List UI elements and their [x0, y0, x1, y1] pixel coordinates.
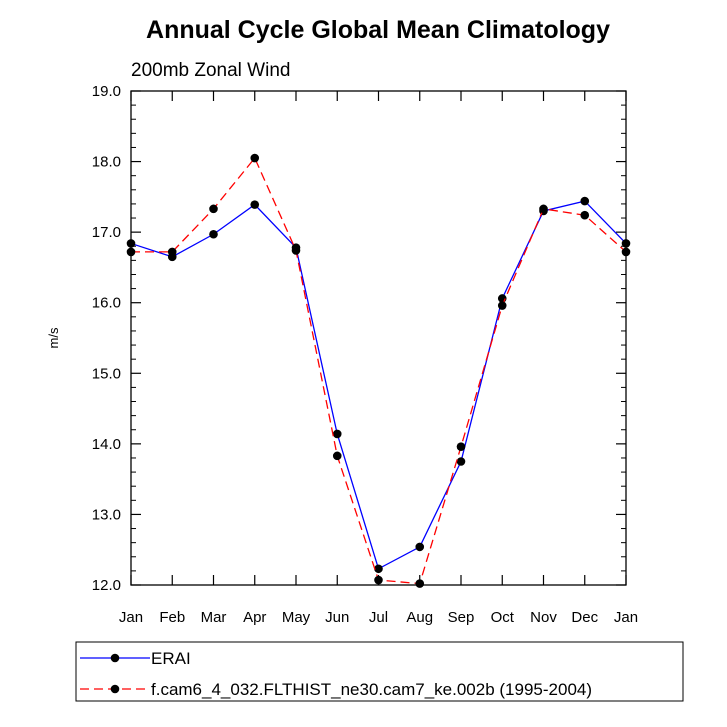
x-tick-label: Nov: [530, 609, 557, 626]
series-1-point: [250, 153, 260, 163]
series-0-point: [580, 196, 590, 206]
legend-marker-0: [110, 653, 120, 663]
y-tick-label: 15.0: [92, 365, 121, 382]
series-1-point: [539, 204, 548, 214]
series-1-point: [291, 246, 301, 255]
legend-label-0: ERAI: [151, 649, 191, 668]
x-tick-label: Sep: [448, 609, 475, 626]
plot-frame: [130, 90, 627, 586]
legend-box: [75, 641, 684, 702]
series-0-point: [415, 542, 425, 552]
x-tick-label: Aug: [406, 609, 433, 626]
x-tick-label: Feb: [159, 609, 185, 626]
series-1-point: [332, 451, 342, 461]
axis-tick-labels: 12.0 13.0 14.0 15.0 16.0 17.0 18.0 19.0 Jan Feb Ma…: [92, 83, 638, 626]
y-axis-label: m/s: [46, 327, 61, 348]
series-0-point: [332, 429, 342, 439]
series-0-point: [209, 229, 218, 239]
x-tick-label: May: [282, 609, 311, 626]
series-line-0: [130, 200, 627, 570]
y-tick-label: 18.0: [92, 154, 121, 171]
x-tick-label: Mar: [201, 609, 227, 626]
y-tick-label: 12.0: [92, 577, 121, 594]
series-0-point: [374, 564, 383, 574]
series-layer: [126, 153, 631, 588]
x-tick-label: Apr: [243, 609, 266, 626]
y-tick-label: 19.0: [92, 83, 121, 100]
legend: ERAI f.cam6_4_032.FLTHIST_ne30.cam7_ke.00…: [80, 649, 592, 699]
y-tick-label: 17.0: [92, 224, 121, 241]
x-tick-label: Jul: [369, 609, 388, 626]
x-tick-label: Jun: [325, 609, 349, 626]
y-tick-label: 16.0: [92, 295, 121, 312]
series-0-point: [250, 200, 260, 209]
x-tick-label: Jan: [119, 609, 143, 626]
series-line-1: [131, 156, 627, 585]
y-tick-label: 13.0: [92, 506, 121, 523]
chart-title: Annual Cycle Global Mean Climatology: [146, 16, 610, 44]
x-tick-label: Dec: [571, 609, 598, 626]
axis-ticks: [130, 90, 627, 586]
y-tick-label: 14.0: [92, 436, 121, 453]
series-1-point: [415, 579, 425, 588]
series-0-point: [456, 457, 466, 466]
legend-marker-1: [110, 684, 120, 694]
x-tick-label: Jan: [614, 609, 638, 626]
series-1-point: [456, 442, 466, 451]
series-1-point: [497, 301, 507, 310]
series-1-point: [209, 204, 218, 214]
series-1-point: [374, 575, 383, 585]
x-tick-label: Oct: [491, 609, 515, 626]
chart-subtitle: 200mb Zonal Wind: [131, 60, 290, 81]
legend-label-1: f.cam6_4_032.FLTHIST_ne30.cam7_ke.002b (…: [151, 680, 592, 699]
series-1-point: [580, 210, 590, 220]
series-1-point: [167, 247, 177, 257]
